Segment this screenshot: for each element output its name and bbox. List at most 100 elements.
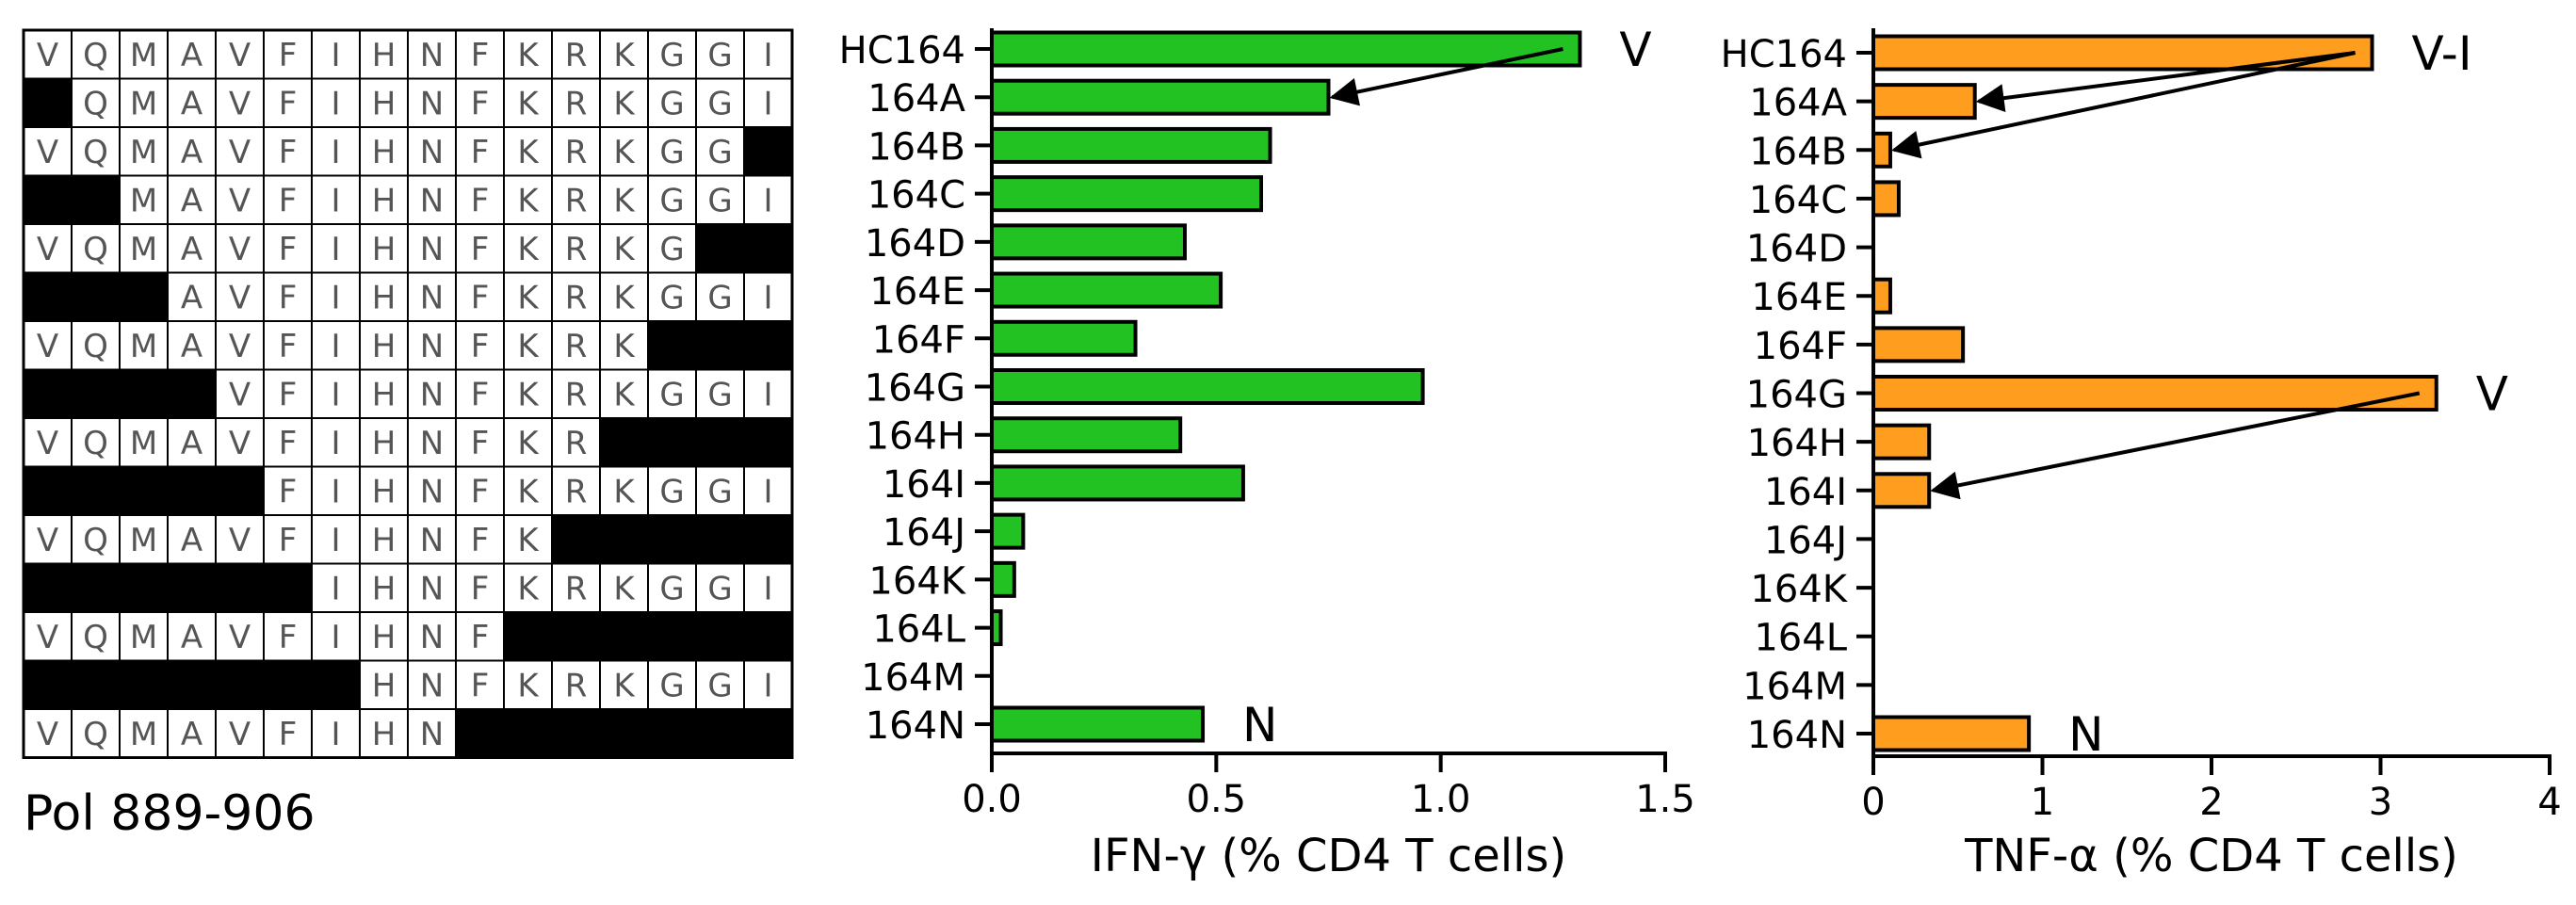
residue-label: I [763, 37, 772, 74]
residue-label: M [130, 37, 157, 74]
residue-label: G [659, 182, 684, 219]
category-label: 164C [1749, 179, 1847, 222]
residue-label: A [181, 134, 203, 171]
bar-164c [990, 175, 1263, 213]
residue-label: K [517, 182, 540, 219]
residue-cell [599, 368, 649, 419]
residue-cell [695, 77, 745, 128]
residue-label: M [130, 134, 157, 171]
grid-border [22, 28, 794, 759]
category-label: HC164 [1721, 33, 1847, 76]
residue-label: V [229, 134, 251, 171]
residue-cell [263, 465, 313, 516]
residue-label: R [565, 37, 588, 74]
residue-label: K [517, 376, 540, 413]
residue-cell [359, 611, 409, 662]
annotation-arrow [1930, 391, 2421, 500]
residue-label: V [37, 231, 58, 268]
residue-cell [215, 611, 265, 662]
residue-label: F [279, 473, 298, 510]
residue-label: F [279, 328, 298, 365]
category-label: 164C [867, 174, 965, 218]
residue-label: Q [83, 328, 108, 365]
residue-label: V [229, 328, 251, 365]
residue-cell [359, 368, 409, 419]
residue-label: V [37, 425, 58, 462]
residue-label: A [181, 182, 203, 219]
annotation-arrow [1891, 51, 2356, 159]
residue-label: F [471, 85, 490, 122]
residue-label: K [517, 279, 540, 316]
bar-hc164 [990, 30, 1582, 68]
bar-164g [1871, 375, 2438, 412]
residue-label: H [372, 667, 397, 704]
residue-label: F [471, 522, 490, 559]
residue-label: V [37, 619, 58, 656]
residue-label: K [517, 37, 540, 74]
residue-cell [263, 223, 313, 274]
category-label: 164F [872, 318, 965, 362]
residue-label: K [517, 570, 540, 607]
bar-164c [1871, 180, 1901, 218]
residue-label: G [707, 182, 732, 219]
x-tick-label: 1 [2031, 781, 2054, 824]
residue-label: I [331, 619, 340, 656]
residue-cell [599, 562, 649, 613]
residue-label: H [372, 37, 397, 74]
bar-164d [990, 223, 1187, 261]
residue-label: I [331, 85, 340, 122]
residue-label: A [181, 328, 203, 365]
residue-label: G [707, 376, 732, 413]
residue-label: R [565, 279, 588, 316]
residue-label: N [420, 570, 444, 607]
residue-label: K [517, 231, 540, 268]
residue-label: F [279, 182, 298, 219]
residue-label: V [229, 522, 251, 559]
residue-label: H [372, 619, 397, 656]
residue-cell [167, 708, 217, 759]
x-tick-label: 3 [2369, 781, 2392, 824]
residue-cell [503, 417, 553, 468]
residue-label: V [37, 134, 58, 171]
residue-cell [695, 368, 745, 419]
residue-label: G [659, 134, 684, 171]
residue-label: I [763, 473, 772, 510]
residue-cell [455, 611, 505, 662]
category-label: 164K [868, 559, 966, 603]
masked-cell [167, 465, 217, 516]
residue-label: K [613, 570, 636, 607]
x-tick-label: 1.0 [1411, 778, 1471, 821]
bar-164i [1871, 472, 1932, 509]
residue-label: K [613, 231, 636, 268]
masked-cell [215, 465, 265, 516]
residue-label: I [331, 425, 340, 462]
x-axis-label: IFN-γ (% CD4 T cells) [1091, 830, 1566, 882]
residue-label: K [517, 134, 540, 171]
residue-cell [311, 368, 361, 419]
residue-cell [263, 174, 313, 225]
residue-label: F [471, 376, 490, 413]
residue-label: I [331, 231, 340, 268]
residue-label: F [471, 182, 490, 219]
x-tick-label: 2 [2199, 781, 2223, 824]
residue-cell [503, 562, 553, 613]
residue-cell [407, 417, 457, 468]
residue-cell [599, 271, 649, 322]
residue-label: I [331, 570, 340, 607]
residue-label: K [517, 328, 540, 365]
residue-label: I [331, 473, 340, 510]
residue-cell [455, 659, 505, 710]
residue-label: F [471, 619, 490, 656]
residue-label: G [707, 37, 732, 74]
masked-cell [551, 514, 601, 565]
residue-cell [647, 271, 697, 322]
residue-label: R [565, 570, 588, 607]
residue-label: M [130, 619, 157, 656]
residue-label: A [181, 85, 203, 122]
category-label: 164K [1750, 568, 1848, 611]
category-label: 164J [883, 511, 965, 555]
